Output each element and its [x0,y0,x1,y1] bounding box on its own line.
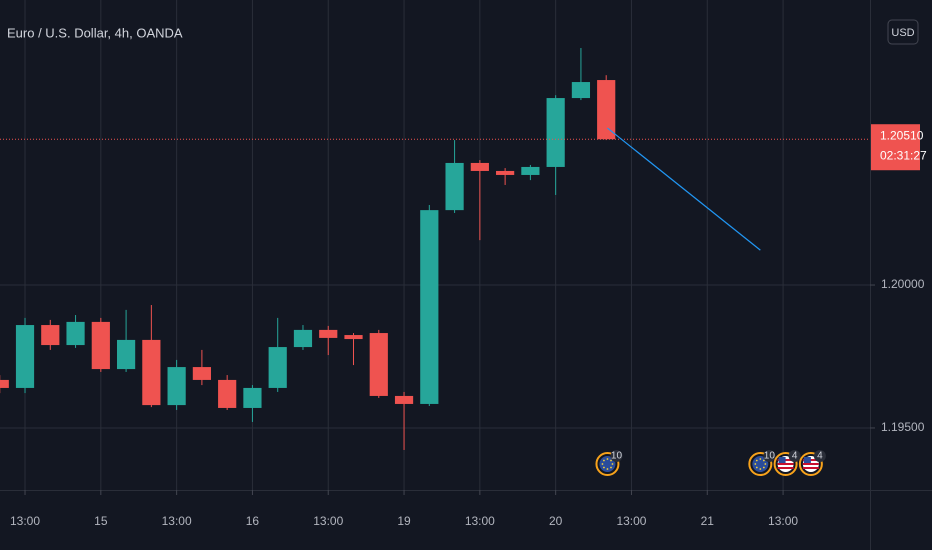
candle-body [369,333,388,396]
candle-body [394,395,414,404]
last-price-box [871,124,920,171]
candle-body [91,321,110,370]
x-tick-label: 13:00 [162,514,192,528]
candle-body [0,379,9,388]
candle-body [319,329,338,338]
event-marker[interactable]: 10 [748,450,776,476]
eu-star [755,459,758,462]
eu-star [611,463,614,465]
x-tick-label: 19 [397,514,411,528]
event-count-bg [610,450,623,462]
candle-body [268,347,287,388]
candle-body [192,367,211,380]
x-tick-label: 13:00 [10,514,40,528]
eu-star [603,466,605,469]
candle-body [496,170,515,175]
candle-body [344,335,363,340]
candle-body [521,166,540,175]
eu-star [610,466,612,469]
eu-star [606,468,609,470]
us-stripe [802,463,819,465]
us-stripe [777,463,794,465]
candle-body [597,80,616,140]
event-count-bg [813,450,826,462]
currency-button-label[interactable]: USD [891,27,914,39]
eu-star [759,468,762,470]
eu-star [762,466,765,469]
candle-body [167,367,186,406]
x-tick-label: 13:00 [465,514,495,528]
event-marker[interactable]: 4 [798,450,826,476]
candle-body [546,98,565,167]
candle-body [66,321,85,346]
candle-body [420,210,439,404]
us-stripe [802,467,819,469]
eu-star [603,459,605,462]
eu-star [601,463,604,465]
candle-body [41,325,60,346]
y-tick-label: 1.19500 [881,420,925,434]
eu-star [762,459,765,462]
x-tick-label: 20 [549,514,563,528]
x-tick-label: 13:00 [768,514,798,528]
candle-body [470,162,489,171]
eu-star [764,463,767,465]
eu-star [754,463,757,465]
candle-body [445,162,464,211]
us-canton [778,457,786,463]
eu-star [759,458,762,460]
candle-body [293,329,313,348]
candle-body [218,379,237,408]
event-count-bg [788,450,801,462]
chart-title: Euro / U.S. Dollar, 4h, OANDA [7,25,183,40]
event-marker[interactable]: 4 [773,450,801,476]
trend-line [607,127,761,251]
last-price-label: 1.20510 [880,128,924,142]
x-tick-label: 13:00 [313,514,343,528]
marks [0,48,616,450]
candle-body [243,387,262,408]
event-count: 10 [764,451,776,462]
x-tick-label: 21 [701,514,715,528]
event-marker[interactable]: 10 [595,450,623,476]
event-count: 4 [792,451,798,462]
candle-body [142,339,161,406]
eu-star [610,459,612,462]
x-tick-label: 16 [246,514,260,528]
us-stripe [777,467,794,469]
currency-button[interactable] [887,19,919,45]
y-tick-label: 1.20000 [881,277,925,291]
candle-body [15,325,35,388]
event-count: 10 [611,451,623,462]
candle-body [116,339,136,370]
x-tick-label: 13:00 [616,514,646,528]
eu-star [755,466,758,469]
event-count-bg [763,450,776,462]
us-canton [803,457,811,463]
event-count: 4 [817,451,823,462]
x-tick-label: 15 [94,514,108,528]
countdown-label: 02:31:27 [880,148,927,162]
eu-star [606,458,609,460]
candle-body [571,82,591,99]
